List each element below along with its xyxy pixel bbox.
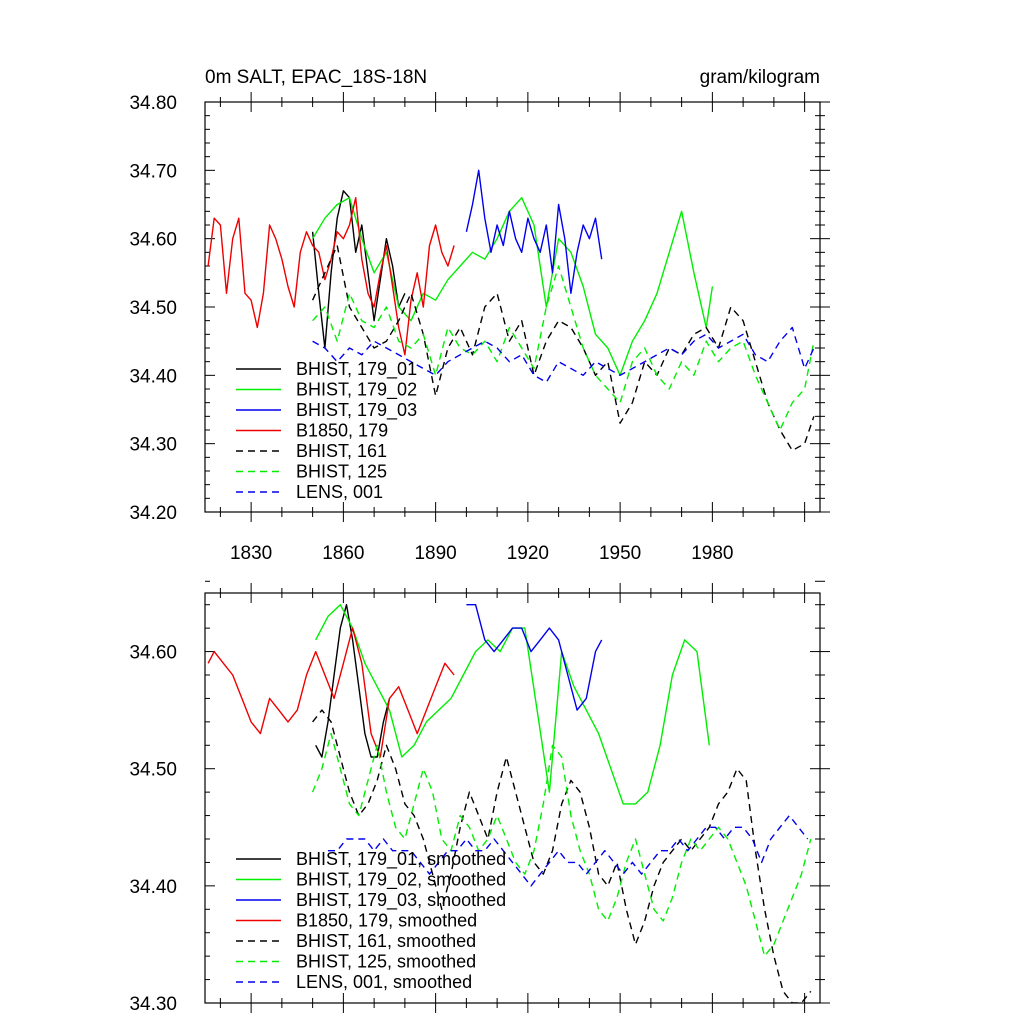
- legend-label: BHIST, 179_03: [296, 400, 417, 421]
- y-tick-label: 34.60: [129, 230, 177, 251]
- legend-label: BHIST, 161: [296, 441, 387, 461]
- series-line-bhist-179-02: [311, 196, 714, 376]
- bottom-plot-frame: [204, 592, 821, 1004]
- legend-label: B1850, 179, smoothed: [296, 911, 477, 931]
- top-chart-units: gram/kilogram: [700, 67, 820, 88]
- series-line-b1850-179: [207, 196, 455, 356]
- legend-label: LENS, 001, smoothed: [296, 972, 472, 992]
- series-line-bhist-179-03: [465, 169, 603, 294]
- series-line-bhist-179-03-smoothed: [466, 604, 603, 711]
- y-tick-label: 34.50: [129, 760, 177, 781]
- y-tick-label: 34.30: [129, 994, 177, 1015]
- y-tick-label: 34.80: [129, 93, 177, 114]
- legend-label: BHIST, 125: [296, 462, 387, 482]
- panel-top-chart: 0m SALT, EPAC_18S-18N gram/kilogram 1830…: [129, 67, 830, 564]
- legend-label: BHIST, 179_01, smoothed: [296, 849, 506, 870]
- series-line-lens-001-smoothed: [328, 814, 809, 887]
- y-tick-label: 34.60: [129, 643, 177, 664]
- series-line-bhist-125: [312, 265, 815, 431]
- y-tick-label: 34.30: [129, 435, 177, 456]
- x-tick-label: 1980: [691, 543, 733, 564]
- legend-label: BHIST, 179_02, smoothed: [296, 870, 506, 891]
- x-tick-label: 1920: [507, 543, 549, 564]
- y-tick-label: 34.50: [129, 298, 177, 319]
- legend-label: BHIST, 161, smoothed: [296, 931, 476, 951]
- bottom-series-lines: [207, 604, 812, 1003]
- series-line-bhist-125-smoothed: [311, 732, 812, 957]
- legend-label: BHIST, 179_02: [296, 380, 417, 401]
- series-line-bhist-179-02-smoothed: [315, 604, 710, 805]
- series-line-bhist-161-smoothed: [312, 709, 812, 1003]
- legend-label: BHIST, 125, smoothed: [296, 952, 476, 972]
- bottom-axis-ticks: 34.30 34.40 34.50 34.60: [129, 580, 830, 1015]
- series-line-lens-001: [312, 326, 815, 383]
- y-tick-label: 34.70: [129, 161, 177, 182]
- x-tick-label: 1950: [599, 543, 641, 564]
- x-tick-label: 1830: [230, 543, 272, 564]
- y-tick-label: 34.40: [129, 366, 177, 387]
- series-line-b1850-179-smoothed: [207, 627, 455, 758]
- series-line-bhist-179-01-smoothed: [315, 604, 391, 758]
- top-chart-title: 0m SALT, EPAC_18S-18N: [205, 67, 427, 88]
- panel-bottom-chart: 34.30 34.40 34.50 34.60 BHIST, 179_01, smoo…: [129, 580, 830, 1015]
- top-axis-ticks: 1830 1860 1890 1920 1950 1980 34.20 34.30 34.40 3…: [129, 92, 830, 564]
- series-line-bhist-161: [311, 244, 815, 452]
- x-tick-label: 1860: [322, 543, 364, 564]
- top-series-lines: [207, 169, 815, 452]
- series-line-bhist-179-01: [311, 190, 406, 349]
- x-tick-label: 1890: [414, 543, 456, 564]
- y-tick-label: 34.20: [129, 503, 177, 524]
- legend-label: B1850, 179: [296, 421, 388, 441]
- legend-label: BHIST, 179_01: [296, 359, 417, 380]
- y-tick-label: 34.40: [129, 877, 177, 898]
- legend-label: BHIST, 179_03, smoothed: [296, 890, 506, 911]
- legend-label: LENS, 001: [296, 482, 383, 502]
